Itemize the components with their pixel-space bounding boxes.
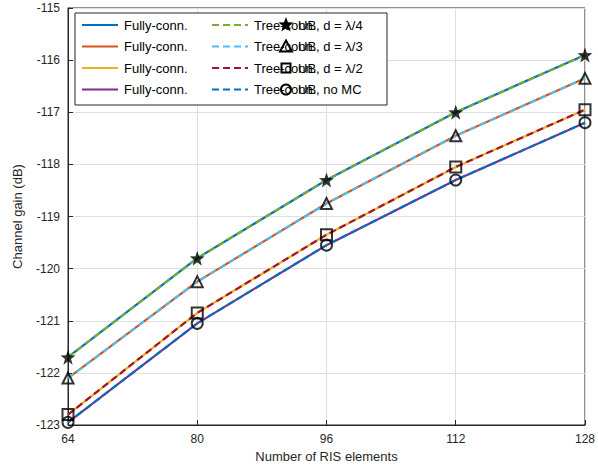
svg-text:UB, d = λ/4: UB, d = λ/4: [298, 18, 363, 33]
svg-text:Tree-conn.: Tree-conn.: [254, 39, 317, 54]
svg-text:96: 96: [320, 432, 334, 446]
svg-text:64: 64: [61, 432, 75, 446]
svg-text:Number of RIS elements: Number of RIS elements: [255, 449, 398, 464]
svg-text:Tree-conn.: Tree-conn.: [254, 17, 317, 33]
svg-text:Tree-conn.: Tree-conn.: [254, 82, 317, 97]
svg-text:UB, d = λ/2: UB, d = λ/2: [298, 61, 363, 76]
svg-text:-116: -116: [37, 53, 60, 67]
svg-text:-118: -118: [37, 157, 60, 171]
svg-text:-121: -121: [36, 314, 60, 328]
svg-text:UB, no MC: UB, no MC: [298, 82, 362, 97]
svg-text:Fully-conn.: Fully-conn.: [124, 39, 188, 54]
svg-text:-120: -120: [36, 262, 60, 276]
svg-text:UB, d = λ/3: UB, d = λ/3: [298, 39, 363, 54]
svg-text:Channel gain (dB): Channel gain (dB): [10, 164, 25, 269]
svg-text:-123: -123: [36, 418, 60, 432]
svg-text:112: 112: [446, 432, 465, 446]
svg-text:Fully-conn.: Fully-conn.: [124, 61, 188, 76]
svg-text:Fully-conn.: Fully-conn.: [124, 82, 188, 97]
svg-text:128: 128: [575, 432, 595, 446]
svg-text:80: 80: [191, 432, 205, 446]
svg-text:-122: -122: [36, 366, 60, 380]
svg-text:Tree-conn.: Tree-conn.: [254, 60, 317, 76]
svg-text:Fully-conn.: Fully-conn.: [124, 18, 188, 33]
svg-text:-119: -119: [37, 210, 60, 224]
svg-text:-117: -117: [37, 105, 60, 119]
svg-text:-115: -115: [37, 1, 60, 15]
